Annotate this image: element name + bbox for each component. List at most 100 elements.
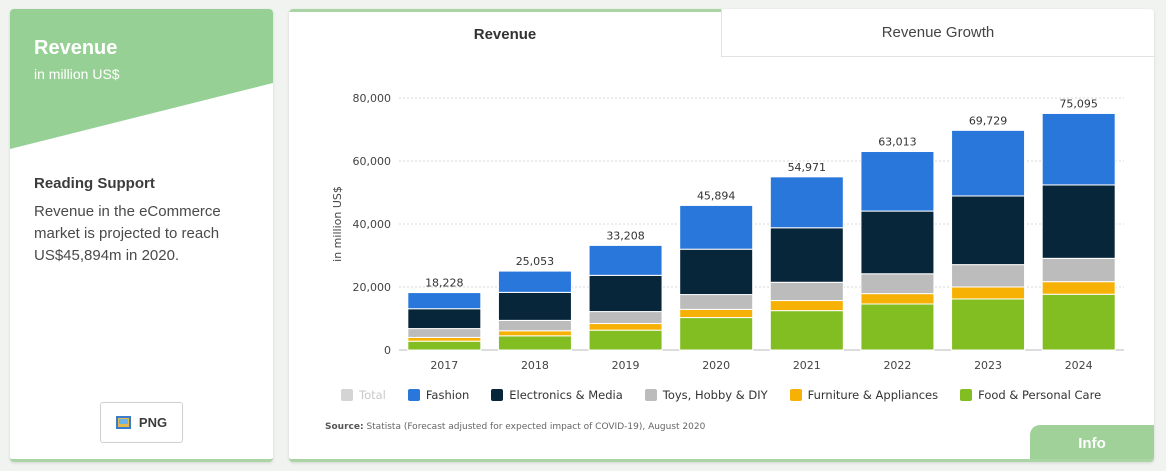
bar-segment	[588, 274, 663, 313]
bar-segment	[497, 291, 572, 321]
info-button-label: Info	[1078, 435, 1106, 452]
download-png-button[interactable]: PNG	[100, 402, 183, 443]
legend-label: Toys, Hobby & DIY	[662, 388, 768, 402]
bar-segment	[769, 281, 844, 302]
bar-segment	[951, 129, 1026, 197]
tab-revenue-label: Revenue	[473, 26, 537, 43]
source-note: Source: Statista (Forecast adjusted for …	[325, 422, 705, 432]
reading-support-text: Revenue in the eCommerce market is proje…	[34, 203, 221, 264]
bar-segment	[860, 293, 935, 305]
bar-segment	[588, 244, 663, 276]
y-axis-label: in million US$	[331, 186, 344, 262]
x-tick-label: 2020	[702, 359, 730, 372]
bar-segment	[951, 286, 1026, 300]
bar-segment	[679, 317, 754, 351]
y-tick-label: 80,000	[353, 92, 392, 105]
bar-segment	[679, 204, 754, 250]
bar-segment	[679, 248, 754, 296]
tab-revenue-growth-label: Revenue Growth	[881, 24, 995, 41]
legend-item[interactable]: Total	[341, 388, 386, 402]
x-tick-label: 2023	[974, 359, 1002, 372]
bar-segment	[769, 300, 844, 312]
total-data-label: 75,095	[1059, 97, 1098, 110]
reading-support-heading: Reading Support	[34, 175, 155, 192]
bar-segment	[769, 310, 844, 351]
bar-segment	[860, 210, 935, 275]
bar-segment	[860, 303, 935, 351]
source-text: Statista (Forecast adjusted for expected…	[366, 422, 706, 432]
source-label: Source:	[325, 422, 364, 432]
legend-swatch	[407, 389, 420, 401]
legend-item[interactable]: Food & Personal Care	[960, 388, 1101, 402]
bar-segment	[951, 298, 1026, 351]
y-tick-label: 20,000	[353, 281, 392, 294]
bar-segment	[497, 319, 572, 332]
tab-revenue-growth[interactable]: Revenue Growth	[721, 9, 1154, 57]
legend-item[interactable]: Furniture & Appliances	[789, 388, 939, 402]
bar-segment	[1041, 112, 1116, 186]
x-tick-label: 2021	[793, 359, 821, 372]
x-tick-label: 2017	[430, 359, 458, 372]
title-banner	[10, 9, 273, 149]
legend-label: Fashion	[425, 388, 470, 402]
bar-segment	[951, 264, 1026, 288]
png-button-label: PNG	[138, 415, 168, 430]
revenue-stacked-bar-chart: 0 20,000 40,000 60,000 80,000 in million US$ 1…	[331, 92, 1124, 372]
legend-item[interactable]: Electronics & Media	[491, 388, 623, 402]
x-tick-label: 2024	[1065, 359, 1093, 372]
bar-segment	[1041, 293, 1116, 351]
bar-segment	[679, 294, 754, 310]
legend-label: Furniture & Appliances	[807, 388, 939, 402]
legend-item[interactable]: Fashion	[407, 388, 470, 402]
legend-label: Total	[359, 388, 386, 402]
x-tick-label: 2019	[612, 359, 640, 372]
bar-segment	[1041, 184, 1116, 259]
bar-segment	[588, 329, 663, 351]
bar-segment	[407, 340, 482, 351]
x-tick-label: 2022	[883, 359, 911, 372]
total-data-label: 33,208	[606, 229, 645, 242]
bar-segment	[860, 151, 935, 212]
bar-segment	[407, 336, 482, 342]
bar-segment	[588, 323, 663, 331]
image-icon	[115, 416, 131, 429]
bar-segment	[497, 330, 572, 337]
chart-card: Revenue Revenue Growth 0 20,000 40,000 60,0…	[289, 9, 1154, 462]
x-tick-label: 2018	[521, 359, 549, 372]
legend-label: Food & Personal Care	[978, 388, 1102, 402]
chart-legend: Total Fashion Electronics & Media Toys, Hob…	[341, 388, 1123, 402]
bar-segment	[497, 335, 572, 351]
bar-segment	[769, 176, 844, 229]
legend-item[interactable]: Toys, Hobby & DIY	[644, 388, 768, 402]
bar-segment	[769, 227, 844, 283]
total-data-label: 18,228	[425, 277, 464, 290]
y-tick-label: 60,000	[353, 155, 392, 168]
bar-segment	[407, 328, 482, 338]
total-data-label: 63,013	[878, 136, 917, 149]
info-button[interactable]: Info	[1030, 425, 1154, 459]
legend-swatch	[341, 389, 353, 401]
reading-support-card: Revenue in million US$ Reading Support R…	[10, 9, 273, 462]
total-data-label: 45,894	[697, 189, 736, 202]
bar-segment	[1041, 281, 1116, 295]
bar-segment	[860, 273, 935, 295]
y-tick-label: 40,000	[353, 218, 392, 231]
bar-segment	[407, 292, 482, 310]
panel-subtitle: in million US$	[34, 66, 120, 82]
panel-title: Revenue	[34, 37, 118, 59]
total-data-label: 69,729	[969, 114, 1008, 127]
y-tick-label: 0	[384, 344, 391, 357]
total-data-label: 25,053	[516, 255, 555, 268]
bar-segment	[679, 308, 754, 319]
bar-segment	[951, 195, 1026, 266]
legend-swatch	[789, 389, 802, 401]
legend-swatch	[491, 389, 504, 401]
legend-label: Electronics & Media	[509, 388, 623, 402]
bar-segment	[1041, 257, 1116, 283]
bar-segment	[497, 270, 572, 293]
bar-segment	[588, 311, 663, 325]
legend-swatch	[644, 389, 657, 401]
total-data-label: 54,971	[788, 161, 827, 174]
tab-revenue[interactable]: Revenue	[289, 9, 721, 57]
legend-swatch	[960, 389, 973, 401]
